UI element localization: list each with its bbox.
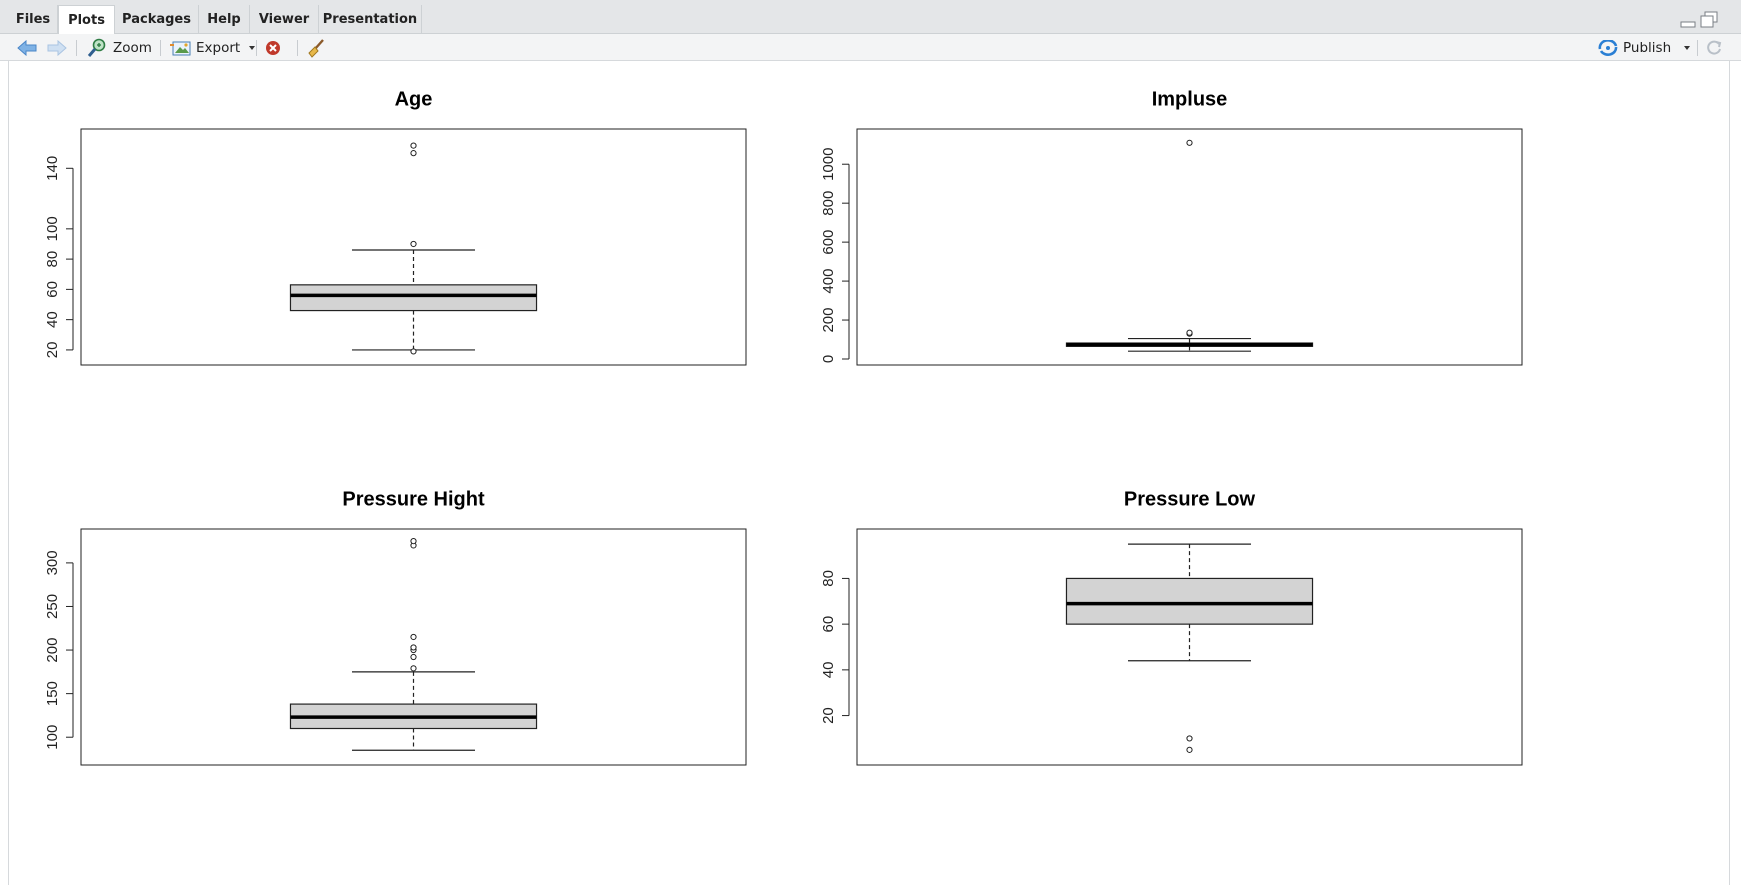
maximize-icon[interactable] [1700,11,1718,34]
toolbar-divider [256,40,257,56]
red-x-circle-icon [266,40,280,55]
outlier-point [410,150,417,157]
image-export-icon [170,41,191,55]
outlier-point [410,142,417,149]
refresh-icon [1707,40,1722,55]
tab-presentation[interactable]: Presentation [319,5,422,34]
chevron-down-icon [249,45,256,50]
chart-title: Pressure Low [1124,488,1256,510]
y-tick-label: 600 [820,230,837,255]
back-button[interactable] [16,34,38,61]
y-tick-label: 200 [820,308,837,333]
outlier-point [410,644,417,651]
y-tick-label: 40 [44,311,61,328]
box-iqr [289,284,538,312]
y-tick-label: 200 [44,638,61,663]
y-tick-label: 300 [44,550,61,575]
toolbar-divider [76,40,77,56]
publish-button[interactable]: Publish [1598,34,1691,61]
outlier-point [1186,139,1193,146]
tab-viewer[interactable]: Viewer [250,5,319,34]
clear-all-plots-button[interactable] [306,34,326,61]
export-label: Export [196,39,241,56]
tab-plots[interactable]: Plots [58,5,115,35]
outlier-point [410,348,417,355]
outlier-point [1186,746,1193,753]
plots-toolbar: Zoom Export Publish [0,34,1741,61]
zoom-label: Zoom [113,39,152,56]
chevron-down-icon [1684,45,1691,50]
tab-packages[interactable]: Packages [115,5,199,34]
y-tick-label: 100 [44,216,61,241]
outlier-point [1186,329,1193,336]
y-tick-label: 60 [44,281,61,298]
boxplot-grid: Age 20 40 60 80 100 140 Impluse 0 200 400 600 800 100… [44,88,1523,766]
outlier-point [1186,735,1193,742]
plot-frame [80,528,747,766]
outlier-point [410,240,417,248]
tab-help[interactable]: Help [199,5,250,34]
publish-icon [1598,39,1618,56]
export-button[interactable]: Export [170,34,256,61]
tab-files[interactable]: Files [9,5,58,34]
y-tick-label: 80 [820,570,837,587]
y-tick-label: 20 [820,707,837,724]
plot-frame [856,528,1523,766]
arrow-right-icon [47,39,67,56]
broom-icon [308,38,324,58]
chart-title: Impluse [1152,88,1228,110]
y-tick-label: 0 [820,355,837,363]
chart-title: Age [395,88,433,110]
y-tick-label: 80 [44,251,61,268]
zoom-button[interactable]: Zoom [87,34,152,61]
toolbar-divider [1697,40,1698,56]
refresh-button[interactable] [1705,34,1723,61]
y-tick-label: 1000 [820,148,837,181]
y-tick-label: 400 [820,269,837,294]
publish-label: Publish [1623,39,1672,56]
minimize-icon[interactable] [1680,14,1696,33]
y-tick-label: 250 [44,594,61,619]
outlier-point [410,653,417,661]
outlier-point [410,665,417,672]
remove-plot-button[interactable] [265,34,281,61]
box-iqr [1065,577,1314,625]
y-tick-label: 40 [820,662,837,679]
y-tick-label: 140 [44,156,61,181]
magnifier-icon [87,38,106,57]
y-tick-label: 20 [44,342,61,359]
y-tick-label: 150 [44,681,61,706]
arrow-left-icon [17,39,37,56]
plot-viewer: Age 20 40 60 80 100 140 Impluse 0 200 400 600 800 100… [8,61,1730,885]
plot-frame [856,128,1523,366]
toolbar-divider [160,40,161,56]
chart-title: Pressure Hight [342,488,485,510]
outlier-point [410,538,417,545]
y-tick-label: 100 [44,725,61,750]
y-tick-label: 60 [820,616,837,633]
pane-tab-bar: Files Plots Packages Help Viewer Present… [0,0,1741,35]
y-tick-label: 800 [820,191,837,216]
forward-button[interactable] [46,34,68,61]
toolbar-divider [297,40,298,56]
plot-frame [80,128,747,366]
outlier-point [410,633,417,641]
